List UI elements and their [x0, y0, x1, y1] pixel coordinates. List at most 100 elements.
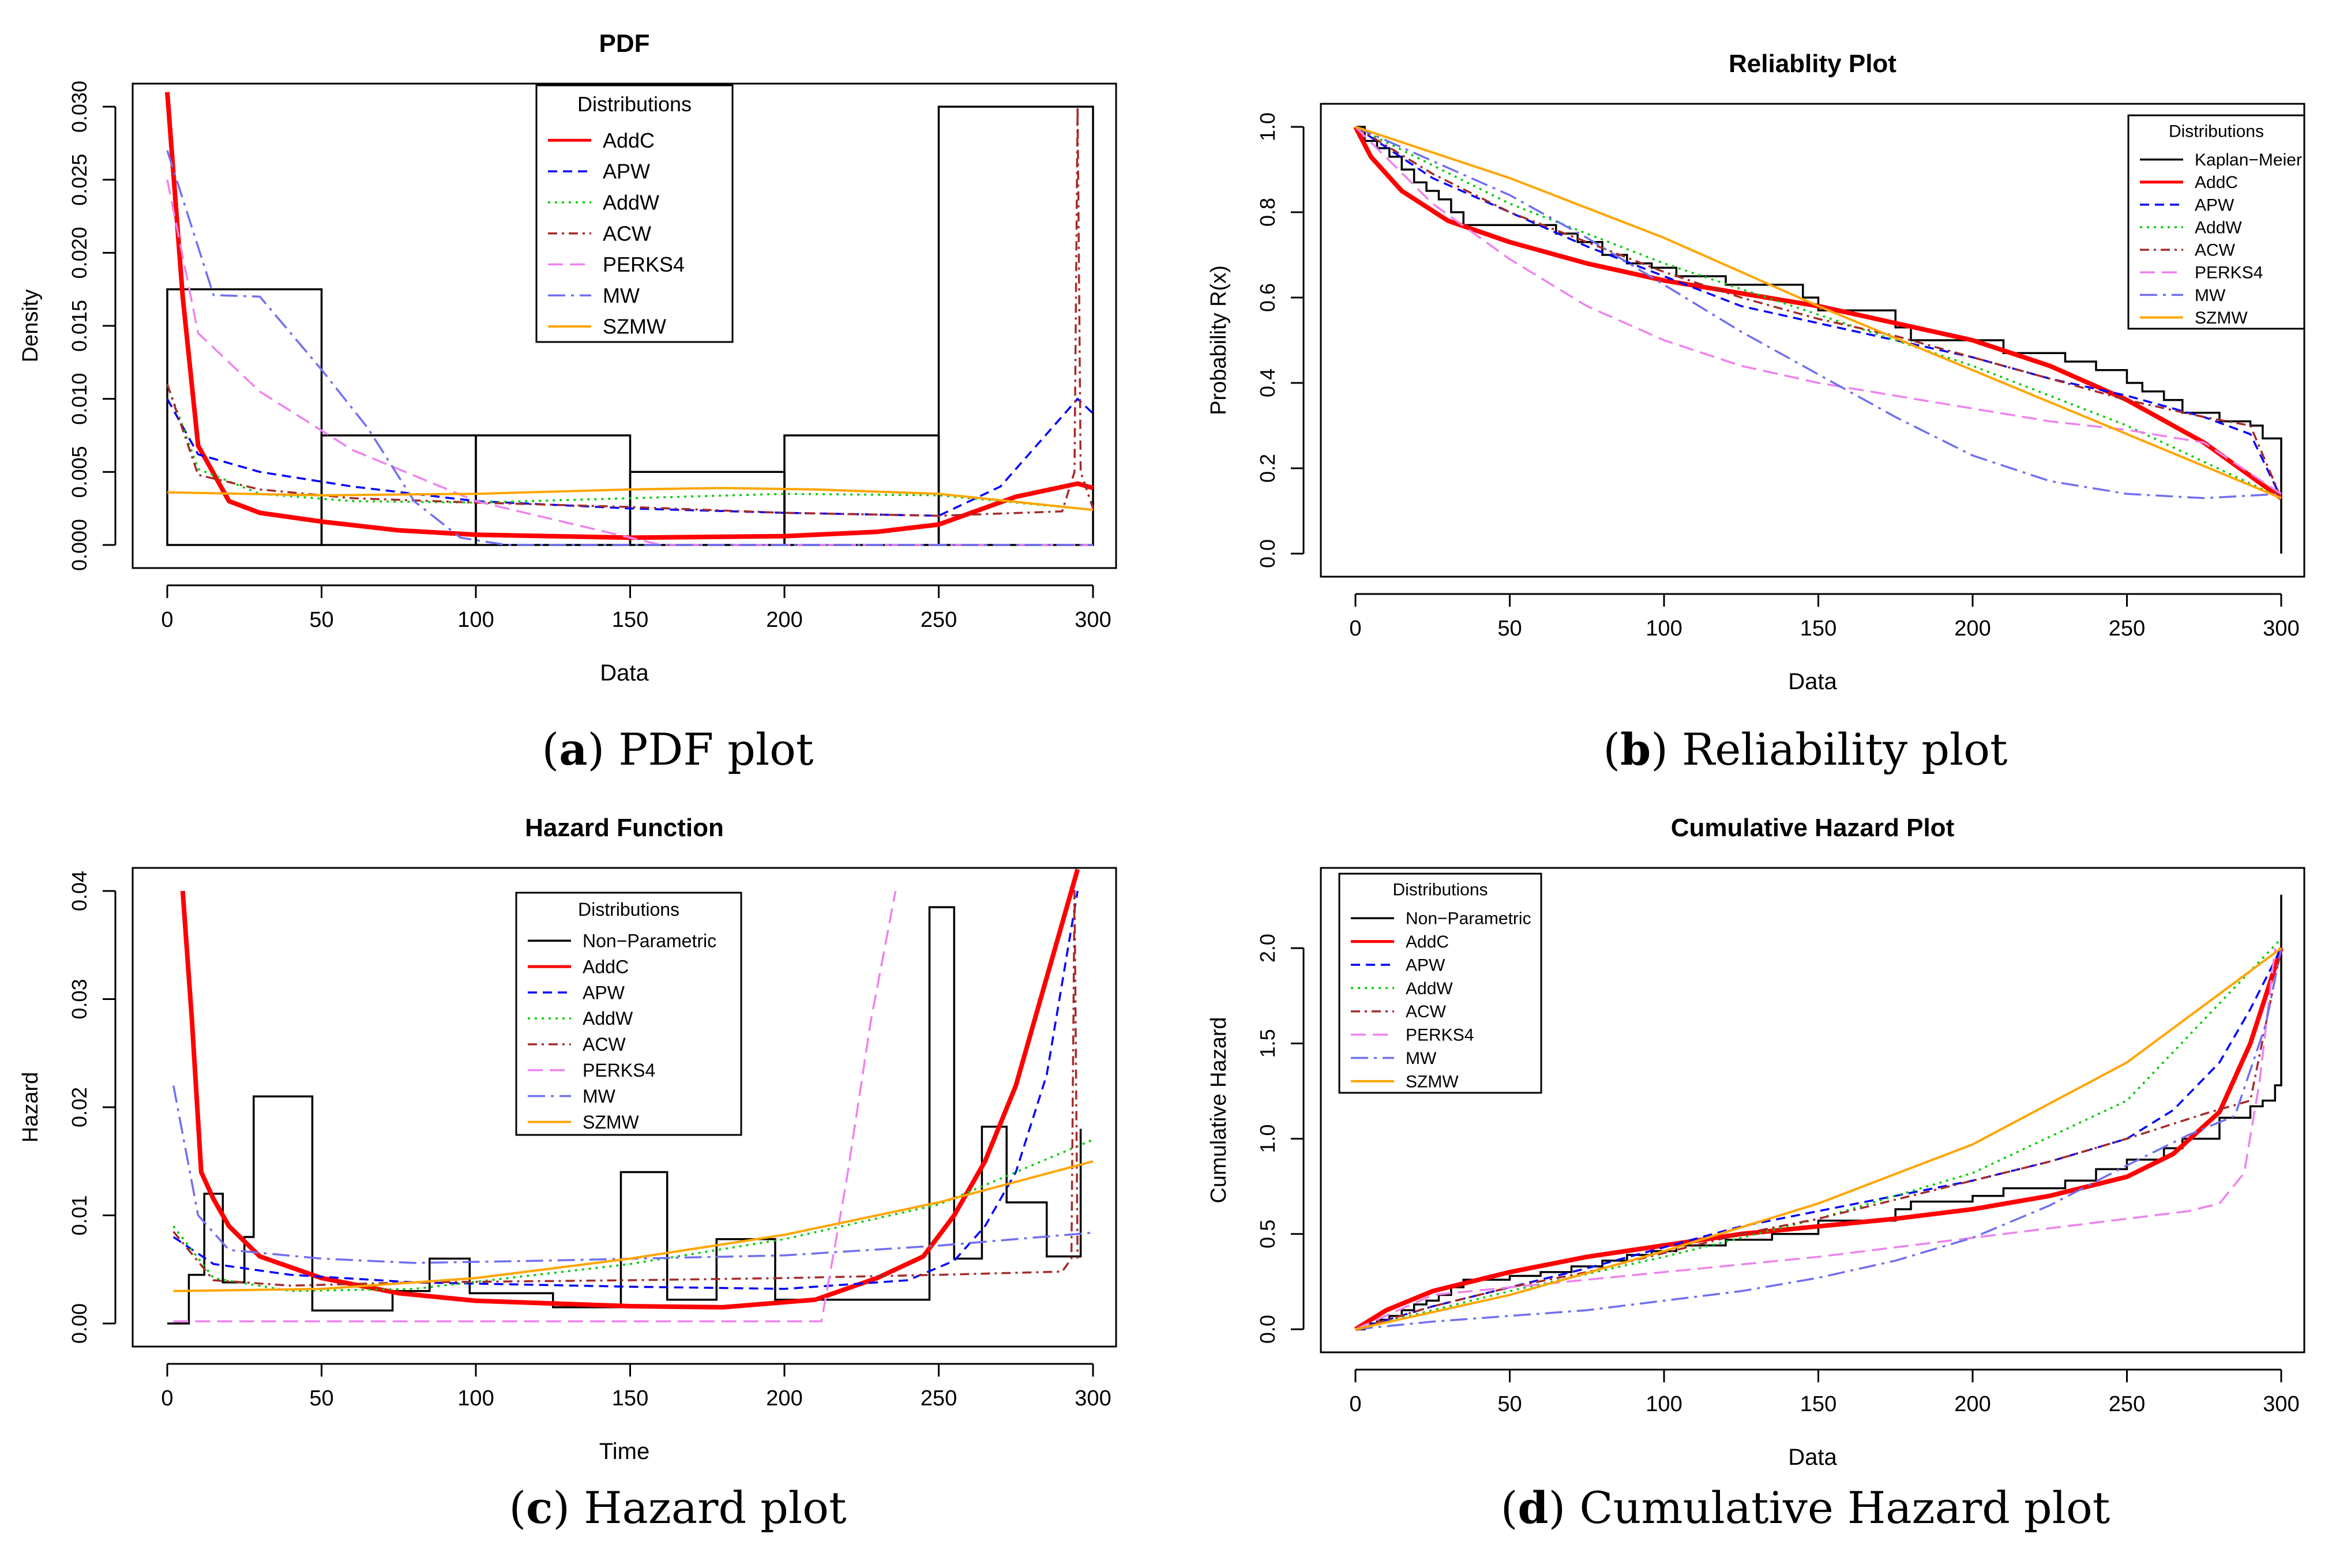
histogram-bar	[937, 106, 1094, 546]
series-line-szmw	[173, 1160, 1094, 1292]
plot-frame	[132, 82, 1117, 569]
y-tick-label: 2.0	[1256, 934, 1279, 962]
chart-title: Hazard Function	[525, 814, 724, 842]
x-tick-label: 250	[2109, 1392, 2145, 1416]
plot-area	[1354, 894, 2284, 1332]
legend-label: AddW	[603, 191, 659, 215]
series-line-apw	[1355, 947, 2282, 1330]
legend-label: APW	[2195, 195, 2234, 215]
y-axis: 0.0 0.5 1.0 1.5 2.0 Cumulative Hazard	[1207, 934, 1305, 1344]
caption-c: (c) Hazard plot	[509, 1482, 847, 1533]
plot-frame	[1320, 103, 2305, 578]
y-tick-label: 0.025	[67, 154, 91, 206]
legend-title: Distributions	[1392, 881, 1488, 900]
x-tick-label: 0	[1349, 1392, 1361, 1416]
series-line-perks4	[1354, 126, 2282, 495]
legend-label: Kaplan−Meier	[2195, 151, 2302, 170]
y-tick-label: 0.01	[67, 1195, 91, 1235]
series-line-apw	[166, 397, 1094, 517]
y-tick-label: 0.0	[1256, 539, 1279, 568]
legend-label: AddC	[2195, 173, 2238, 192]
step-curve-np	[1355, 126, 2282, 554]
legend-label: APW	[583, 982, 625, 1003]
legend-label: MW	[1406, 1049, 1437, 1068]
legend-box	[1338, 873, 1542, 1094]
x-tick-label: 50	[309, 608, 333, 632]
series-line-acw	[1355, 126, 2282, 499]
y-tick-label: 1.0	[1256, 1125, 1279, 1153]
series-line-addw	[172, 1138, 1094, 1292]
x-axis-label: Data	[600, 660, 649, 686]
y-axis: 0.000 0.005 0.010 0.015 0.020 0.025 0.030 Densi…	[18, 81, 117, 571]
legend-label: APW	[1406, 956, 1445, 975]
y-axis-label: Cumulative Hazard	[1207, 1017, 1231, 1203]
plot-frame	[132, 867, 1117, 1348]
y-tick-label: 1.5	[1256, 1029, 1279, 1058]
legend-label: SZMW	[1406, 1072, 1459, 1091]
plot-area	[1353, 126, 2283, 554]
chart-reliability: Reliablity Plot 0 50 100 150 200 250 300 Data 0.0…	[1207, 50, 2305, 694]
legend-label: SZMW	[2195, 309, 2248, 328]
legend-label: MW	[2195, 286, 2226, 305]
y-axis-label: Hazard	[18, 1072, 43, 1143]
legend-label: Non−Parametric	[583, 930, 716, 951]
x-tick-label: 50	[309, 1386, 333, 1411]
y-tick-label: 0.2	[1256, 454, 1279, 483]
x-axis: 0 50 100 150 200 250 300 Data	[161, 584, 1111, 686]
chart-hazard: Hazard Function 0 50 100 150 200 250 300 Time 0.0…	[18, 814, 1117, 1464]
series-line-addc	[1353, 126, 2283, 501]
series-line-addw	[1355, 126, 2282, 499]
legend-label: AddC	[1406, 932, 1449, 952]
x-tick-label: 200	[1954, 1392, 1991, 1416]
y-tick-label: 0.015	[67, 300, 91, 352]
legend-label: PERKS4	[2195, 264, 2263, 283]
series-line-apw	[172, 890, 1079, 1290]
plot-area	[167, 868, 1094, 1325]
legend-label: ACW	[583, 1034, 626, 1055]
y-tick-label: 0.4	[1256, 369, 1279, 397]
y-tick-label: 0.010	[67, 373, 91, 425]
histogram-bar	[166, 288, 323, 546]
plot-area	[165, 92, 1094, 546]
legend-label: SZMW	[603, 315, 666, 339]
x-tick-label: 150	[1800, 1392, 1836, 1416]
y-tick-label: 0.030	[67, 81, 91, 133]
series-line-mw	[166, 150, 1093, 546]
legend-label: SZMW	[583, 1112, 640, 1133]
x-tick-label: 0	[1349, 616, 1361, 641]
chart-cumhazard: Cumulative Hazard Plot 0 50 100 150 200 250 300…	[1207, 814, 2305, 1470]
caption-b: (b) Reliability plot	[1603, 724, 2008, 775]
y-tick-label: 0.005	[67, 446, 91, 498]
x-tick-label: 300	[1075, 1386, 1111, 1411]
x-axis-label: Data	[1788, 669, 1837, 694]
y-tick-label: 0.02	[67, 1087, 91, 1127]
series-line-szmw	[1355, 947, 2282, 1330]
legend-title: Distributions	[577, 92, 692, 116]
legend-label: PERKS4	[1406, 1026, 1474, 1045]
series-line-mw	[1355, 126, 2282, 499]
series-line-mw	[172, 1085, 1094, 1264]
x-tick-label: 150	[612, 1386, 648, 1411]
y-tick-label: 0.6	[1256, 283, 1279, 312]
series-line-addc	[1354, 947, 2284, 1332]
legend: Distributions AddC APW AddW ACW PERKS4 MW SZMW	[535, 84, 734, 343]
y-tick-label: 0.8	[1256, 198, 1279, 227]
x-tick-label: 200	[766, 1386, 802, 1411]
y-axis: 0.0 0.2 0.4 0.6 0.8 1.0 Probability R(x)	[1207, 112, 1305, 568]
legend-label: AddW	[2195, 218, 2242, 237]
caption-d: (d) Cumulative Hazard plot	[1500, 1482, 2110, 1533]
y-tick-label: 1.0	[1256, 112, 1279, 141]
y-tick-label: 0.000	[67, 519, 91, 571]
series-line-szmw	[167, 487, 1094, 512]
x-axis: 0 50 100 150 200 250 300 Time	[161, 1363, 1111, 1464]
legend-title: Distributions	[2169, 122, 2264, 141]
x-tick-label: 50	[1497, 616, 1522, 641]
legend-box	[515, 892, 742, 1136]
chart-pdf: PDF 0 50 100 150 200 250 300 Data 0.000 0.005 0.010…	[18, 29, 1117, 686]
x-tick-label: 300	[2263, 1392, 2299, 1416]
y-tick-label: 0.020	[67, 227, 91, 279]
x-tick-label: 300	[2263, 616, 2299, 641]
x-tick-label: 250	[2109, 616, 2145, 641]
series-line-szmw	[1355, 126, 2282, 499]
